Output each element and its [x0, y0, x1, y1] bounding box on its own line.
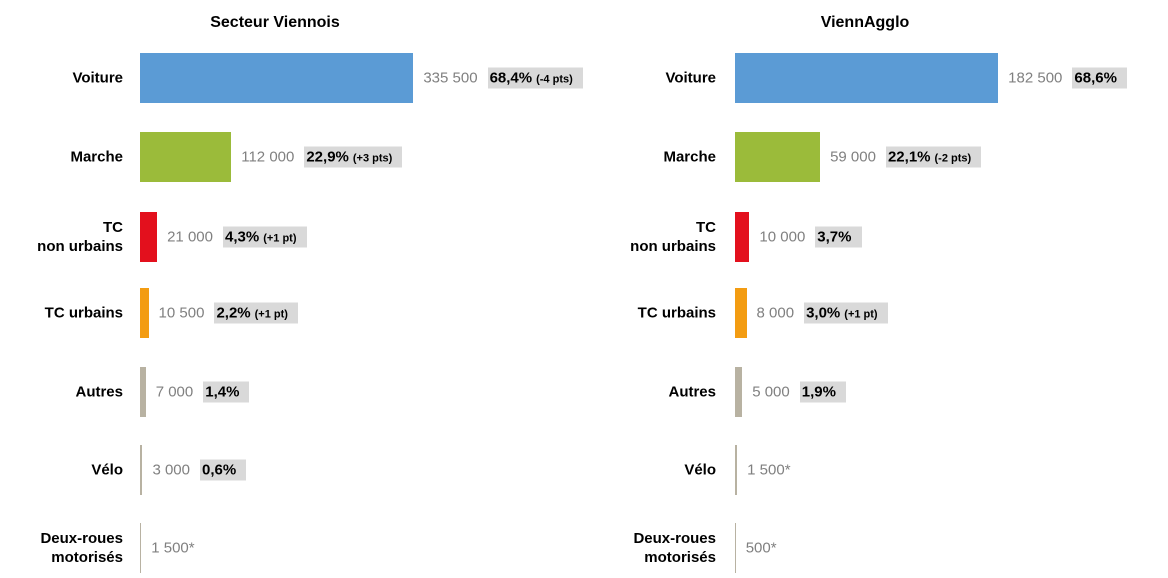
- share-box: 2,2% (+1 pt): [214, 302, 298, 324]
- value-label: 1 500*: [747, 461, 791, 479]
- bar: [735, 212, 750, 262]
- value-group: 3 000 0,6%: [152, 459, 247, 481]
- bar: [140, 212, 158, 262]
- bar: [735, 523, 736, 573]
- bar: [140, 288, 149, 338]
- bar: [735, 53, 999, 103]
- value-group: 59 000 22,1% (-2 pts): [830, 146, 982, 168]
- category-label: TC non urbains: [630, 219, 716, 255]
- share-box: 22,9% (+3 pts): [304, 146, 403, 168]
- share-box: 68,4% (-4 pts): [487, 67, 583, 89]
- category-label: Marche: [70, 148, 123, 166]
- category-label: TC urbains: [637, 304, 716, 322]
- share-box: 1,9%: [799, 381, 846, 403]
- value-group: 335 500 68,4% (-4 pts): [423, 67, 583, 89]
- category-label: TC urbains: [44, 304, 123, 322]
- share-label: 68,4%: [489, 69, 533, 87]
- category-label: Autres: [75, 383, 123, 401]
- share-label: 0,6%: [201, 461, 237, 479]
- value-group: 21 000 4,3% (+1 pt): [167, 226, 307, 248]
- category-label: Autres: [668, 383, 716, 401]
- value-group: 7 000 1,4%: [155, 381, 250, 403]
- value-group: 1 500*: [747, 462, 790, 479]
- change-label: (+3 pts): [352, 152, 393, 165]
- share-box: 4,3% (+1 pt): [222, 226, 307, 248]
- share-label: 3,0%: [806, 304, 841, 322]
- value-group: 500*: [746, 540, 777, 557]
- value-label: 182 500: [1008, 69, 1063, 87]
- share-box: 0,6%: [199, 459, 247, 481]
- value-label: 1 500*: [151, 539, 195, 557]
- share-box: 3,0% (+1 pt): [804, 302, 888, 324]
- value-label: 500*: [745, 539, 777, 557]
- value-label: 10 500: [158, 304, 205, 322]
- category-label: Deux-roues motorisés: [633, 530, 716, 566]
- category-label: Vélo: [684, 461, 716, 479]
- bar: [140, 445, 143, 495]
- bar: [735, 367, 743, 417]
- value-group: 8 000 3,0% (+1 pt): [756, 302, 888, 324]
- value-label: 7 000: [155, 383, 194, 401]
- change-label: (+1 pt): [263, 232, 297, 245]
- bar: [735, 288, 747, 338]
- value-group: 182 500 68,6%: [1008, 67, 1127, 89]
- bar: [140, 132, 232, 182]
- category-label: Voiture: [72, 69, 123, 87]
- share-box: 3,7%: [815, 226, 862, 248]
- value-group: 5 000 1,9%: [752, 381, 846, 403]
- value-label: 3 000: [152, 461, 190, 479]
- share-label: 1,4%: [205, 383, 240, 401]
- value-label: 5 000: [752, 383, 790, 401]
- share-box: 1,4%: [203, 381, 250, 403]
- change-label: (-2 pts): [934, 152, 972, 165]
- chart-title: ViennAgglo: [820, 14, 910, 31]
- category-label: TC non urbains: [37, 219, 123, 255]
- category-label: Marche: [663, 148, 716, 166]
- category-label: Vélo: [91, 461, 123, 479]
- share-label: 3,7%: [817, 228, 852, 246]
- share-label: 22,9%: [306, 148, 349, 166]
- bar: [140, 523, 142, 573]
- share-label: 4,3%: [224, 228, 260, 246]
- change-label: (+1 pt): [844, 308, 878, 321]
- bar: [735, 132, 821, 182]
- share-label: 22,1%: [887, 148, 931, 166]
- share-box: 68,6%: [1072, 67, 1127, 89]
- category-label: Deux-roues motorisés: [40, 530, 123, 566]
- bar: [140, 367, 146, 417]
- bar: [735, 445, 738, 495]
- change-label: (+1 pt): [254, 308, 288, 321]
- value-label: 112 000: [241, 148, 295, 166]
- category-label: Voiture: [665, 69, 716, 87]
- change-label: (-4 pts): [536, 73, 573, 86]
- chart-title: Secteur Viennois: [210, 14, 340, 31]
- value-group: 10 000 3,7%: [759, 226, 862, 248]
- value-group: 1 500*: [151, 540, 194, 557]
- value-group: 10 500 2,2% (+1 pt): [158, 302, 298, 324]
- value-label: 8 000: [756, 304, 795, 322]
- share-box: 22,1% (-2 pts): [885, 146, 982, 168]
- value-label: 21 000: [167, 228, 213, 246]
- value-label: 10 000: [759, 228, 806, 246]
- share-label: 2,2%: [216, 304, 251, 322]
- value-group: 112 000 22,9% (+3 pts): [241, 146, 403, 168]
- value-label: 59 000: [830, 148, 876, 166]
- bar: [140, 53, 414, 103]
- value-label: 335 500: [423, 69, 478, 87]
- share-label: 68,6%: [1074, 69, 1117, 87]
- share-label: 1,9%: [801, 383, 836, 401]
